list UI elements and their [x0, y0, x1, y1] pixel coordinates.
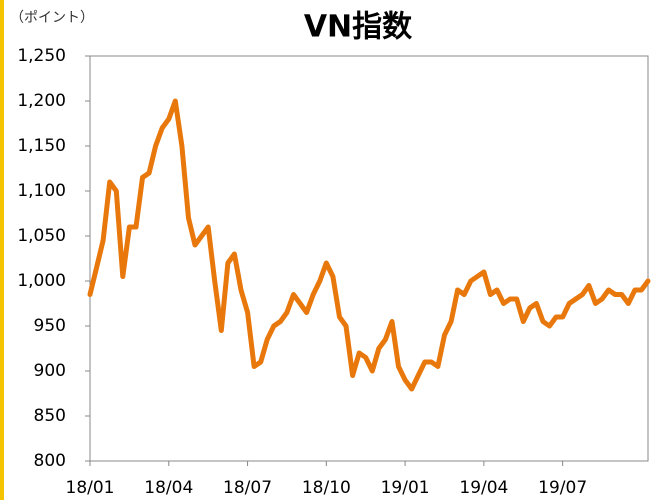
plot-frame — [89, 55, 649, 462]
y-tick-label: 1,200 — [17, 91, 66, 111]
edge-strip — [0, 0, 4, 500]
y-tick-label: 800 — [34, 451, 66, 471]
y-tick-label: 1,100 — [17, 181, 66, 201]
x-tick-label: 19/04 — [459, 478, 508, 498]
y-tick-label: 850 — [34, 406, 66, 426]
y-tick-label: 1,000 — [17, 271, 66, 291]
chart-title: VN指数 — [304, 10, 413, 45]
x-tick-label: 18/01 — [66, 478, 115, 498]
y-tick-label: 950 — [34, 316, 66, 336]
y-tick-label: 1,250 — [17, 46, 66, 66]
y-tick-label: 900 — [34, 361, 66, 381]
x-tick-label: 18/07 — [223, 478, 272, 498]
x-tick-label: 18/10 — [302, 478, 351, 498]
x-tick-label: 18/04 — [144, 478, 193, 498]
x-tick-label: 19/07 — [538, 478, 587, 498]
y-tick-label: 1,050 — [17, 226, 66, 246]
x-tick-label: 19/01 — [381, 478, 430, 498]
y-tick-label: 1,150 — [17, 136, 66, 156]
y-axis-label: （ポイント） — [10, 10, 94, 26]
data-line — [87, 98, 651, 392]
